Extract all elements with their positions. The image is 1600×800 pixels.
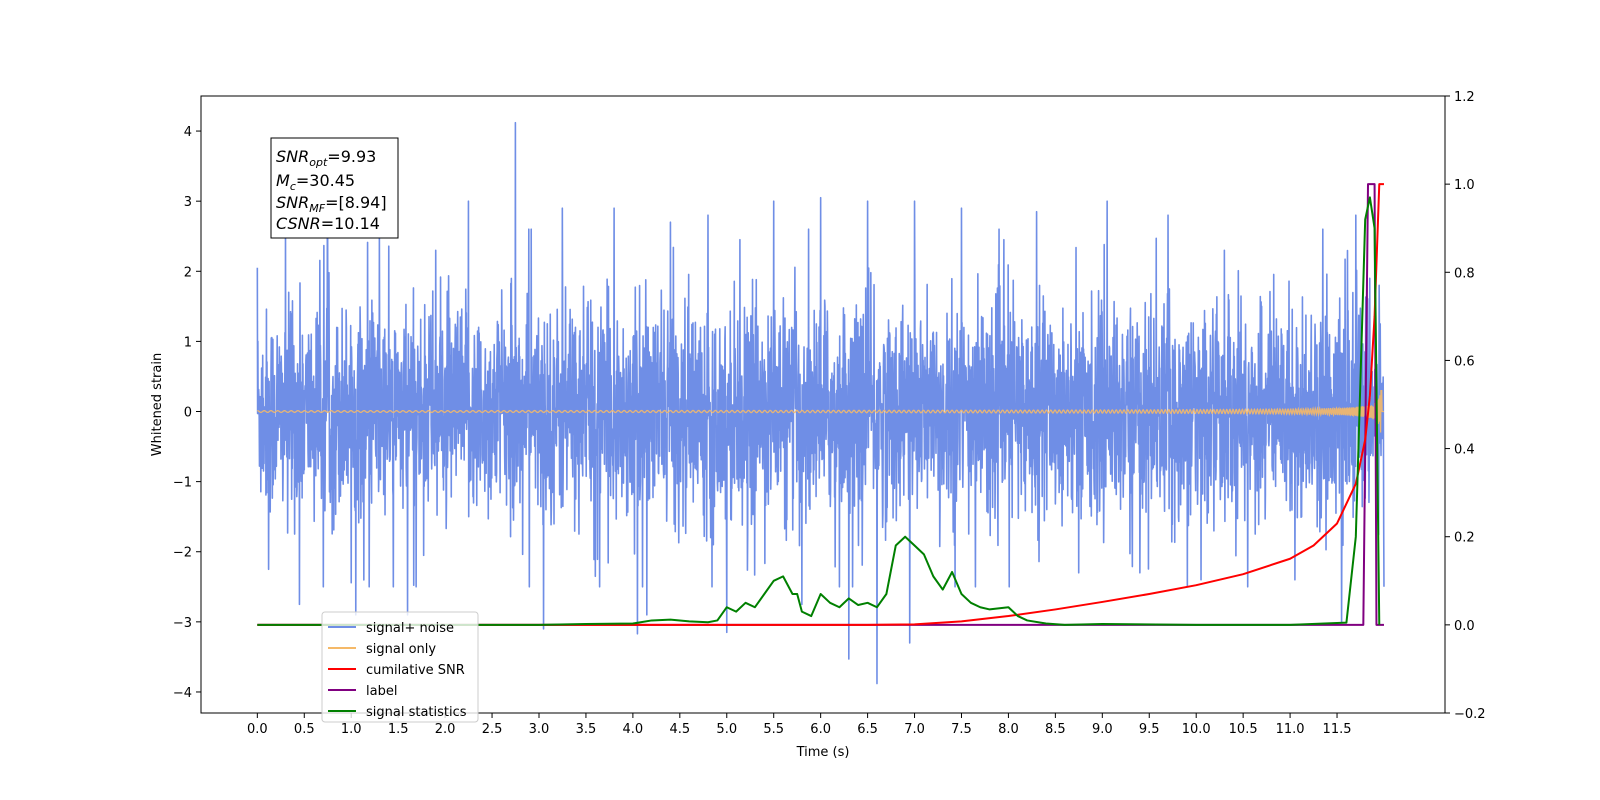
series-signal-only-line <box>257 389 1384 433</box>
x-tick-label: 11.5 <box>1323 722 1352 737</box>
legend-label: signal only <box>366 642 436 657</box>
annotation-symbol: M <box>276 171 290 190</box>
annotation-value: =10.14 <box>321 214 380 233</box>
x-tick-label: 9.0 <box>1092 722 1113 737</box>
plot-frame <box>200 95 1446 714</box>
annotation-frame <box>270 137 399 239</box>
legend-label: signal statistics <box>366 705 467 720</box>
legend-label: label <box>366 684 397 699</box>
y-right-tick-label: 0.4 <box>1454 443 1475 458</box>
axes: 0.0 0.5 1.0 1.5 2.0 2.5 3.0 3.5 4.0 4.5 5.0 5.5 6.0 6… <box>150 90 1486 760</box>
x-tick-label: 11.0 <box>1276 722 1305 737</box>
x-tick-label: 3.0 <box>529 722 550 737</box>
x-tick-label: 1.0 <box>341 722 362 737</box>
y-left-tick-label: −1 <box>173 476 192 491</box>
series-cumulative-snr-line <box>257 183 1384 626</box>
annotation-symbol: SNR <box>276 193 309 212</box>
annotation-box: SNRopt=9.93Mc=30.45SNRMF=[8.94]CSNR=10.1… <box>270 137 399 239</box>
y-left-tick-label: 2 <box>184 265 192 280</box>
y-right-tick-label: 0.8 <box>1454 266 1475 281</box>
x-tick-label: 1.5 <box>388 722 409 737</box>
y-left-tick-label: −3 <box>173 616 192 631</box>
y-left-tick-label: 3 <box>184 195 192 210</box>
x-tick-label: 8.0 <box>998 722 1019 737</box>
annotation-symbol: SNR <box>276 147 309 166</box>
y-right-tick-label: 1.0 <box>1454 178 1475 193</box>
annotation-value: =[8.94] <box>325 193 387 212</box>
x-axis-title: Time (s) <box>796 745 850 760</box>
x-tick-label: 10.5 <box>1229 722 1258 737</box>
x-tick-label: 4.5 <box>669 722 690 737</box>
y-left-tick-label: 4 <box>184 125 192 140</box>
x-tick-label: 2.0 <box>435 722 456 737</box>
y-right-tick-label: 0.6 <box>1454 354 1475 369</box>
x-tick-label: 8.5 <box>1045 722 1066 737</box>
y-left-tick-label: 0 <box>184 406 192 421</box>
x-tick-label: 10.0 <box>1182 722 1211 737</box>
legend-frame <box>321 611 479 723</box>
y-left-tick-label: −4 <box>173 686 192 701</box>
y-right-tick-label: 0.2 <box>1454 531 1475 546</box>
x-tick-label: 3.5 <box>576 722 597 737</box>
x-tick-label: 6.0 <box>810 722 831 737</box>
annotation-subscript: opt <box>309 156 328 169</box>
x-tick-label: 9.5 <box>1139 722 1160 737</box>
y-right-tick-label: 1.2 <box>1454 90 1475 105</box>
annotation-line: Mc=30.45 <box>276 171 355 193</box>
x-tick-label: 5.5 <box>763 722 784 737</box>
y-right-tick-label: 0.0 <box>1454 619 1475 634</box>
series-signal-statistics-line <box>257 196 1381 626</box>
annotation-line: CSNR=10.14 <box>276 214 380 233</box>
plot-area <box>256 121 1385 685</box>
x-tick-label: 6.5 <box>857 722 878 737</box>
x-tick-label: 7.0 <box>904 722 925 737</box>
legend-label: cumilative SNR <box>366 663 465 678</box>
annotation-value: =30.45 <box>296 171 355 190</box>
annotation-subscript: c <box>290 180 296 193</box>
annotation-line: SNRMF=[8.94] <box>276 193 387 215</box>
annotation-line: SNRopt=9.93 <box>276 147 376 169</box>
y-axis-title: Whitened strain <box>150 353 165 456</box>
x-tick-label: 2.5 <box>482 722 503 737</box>
x-tick-label: 0.5 <box>294 722 315 737</box>
x-tick-label: 0.0 <box>247 722 268 737</box>
series-signal-noise-line <box>256 121 1385 685</box>
x-tick-label: 5.0 <box>716 722 737 737</box>
y-left-tick-label: 1 <box>184 335 192 350</box>
annotation-value: =9.93 <box>327 147 376 166</box>
x-tick-label: 4.0 <box>623 722 644 737</box>
legend: signal+ noise signal only cumilative SNR la… <box>321 611 479 723</box>
annotation-symbol: CSNR <box>276 214 321 233</box>
x-tick-label: 7.5 <box>951 722 972 737</box>
y-right-tick-label: −0.2 <box>1454 707 1486 722</box>
y-left-tick-label: −2 <box>173 546 192 561</box>
annotation-subscript: MF <box>309 202 325 215</box>
legend-label: signal+ noise <box>366 621 454 636</box>
